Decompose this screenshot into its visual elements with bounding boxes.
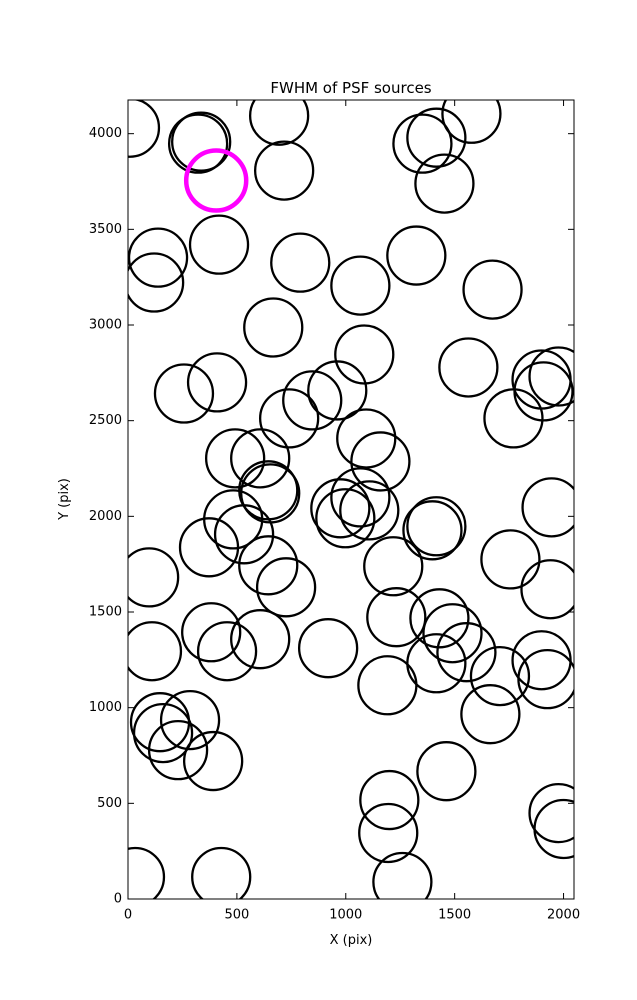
- y-tick-label: 1000: [89, 700, 122, 715]
- source-circle: [128, 227, 189, 288]
- x-tick-label: 2000: [547, 908, 580, 923]
- source-circle: [406, 496, 467, 557]
- source-circle: [181, 602, 242, 663]
- source-circle: [513, 361, 574, 422]
- source-circle: [517, 649, 574, 710]
- y-tick-label: 1500: [89, 605, 122, 620]
- source-circle: [297, 618, 359, 679]
- source-circle: [528, 782, 574, 844]
- source-circle: [253, 140, 315, 201]
- y-tick-label: 4000: [89, 126, 122, 141]
- x-axis-label: X (pix): [330, 933, 373, 948]
- source-circle: [414, 153, 475, 214]
- source-circle: [339, 480, 400, 541]
- source-circle: [238, 535, 299, 596]
- source-circle: [441, 100, 502, 144]
- source-circle: [132, 702, 194, 764]
- source-circle: [350, 431, 411, 492]
- source-circle: [406, 107, 467, 168]
- source-circle: [480, 529, 541, 590]
- source-circle: [128, 252, 185, 313]
- source-circle: [191, 846, 252, 899]
- source-circle: [230, 428, 291, 489]
- source-circle: [416, 741, 477, 802]
- source-circle: [436, 622, 497, 683]
- source-circle: [392, 113, 453, 174]
- source-circle: [460, 684, 521, 745]
- source-circle: [520, 559, 574, 620]
- x-tick-label: 0: [124, 908, 132, 923]
- source-circle: [213, 504, 275, 565]
- plot-frame: [127, 99, 575, 900]
- source-circle: [147, 719, 209, 781]
- source-circle: [128, 846, 166, 899]
- y-tick-label: 3500: [89, 222, 122, 237]
- source-circle: [402, 500, 463, 561]
- source-circle: [186, 352, 248, 413]
- source-circle: [128, 100, 161, 158]
- source-circle: [310, 478, 371, 539]
- source-circle: [528, 346, 574, 407]
- chart-title: FWHM of PSF sources: [270, 79, 431, 97]
- y-tick-label: 2500: [89, 413, 122, 428]
- y-tick-label: 0: [114, 892, 122, 907]
- source-circle: [357, 655, 418, 716]
- source-circle: [204, 428, 266, 489]
- source-circle: [386, 225, 447, 286]
- source-circle: [248, 100, 310, 146]
- source-circle: [171, 111, 232, 172]
- source-circle: [334, 324, 395, 385]
- source-circle: [159, 689, 221, 751]
- source-circle: [422, 603, 483, 664]
- source-circle: [533, 798, 574, 860]
- source-circle: [315, 488, 376, 549]
- x-tick-label: 1500: [438, 908, 471, 923]
- source-circle: [255, 557, 317, 618]
- source-circle: [128, 621, 183, 682]
- source-circle: [188, 214, 250, 275]
- source-circle: [366, 587, 427, 648]
- source-circle: [128, 547, 180, 608]
- source-circle: [336, 408, 397, 469]
- source-circle: [438, 337, 499, 398]
- source-circle: [358, 802, 419, 864]
- source-circle: [359, 769, 420, 831]
- x-tick-label: 1000: [329, 908, 362, 923]
- source-circle: [521, 477, 574, 538]
- source-circle: [259, 388, 320, 449]
- source-circle: [230, 609, 291, 670]
- source-circle: [330, 255, 391, 316]
- source-circle: [330, 467, 391, 528]
- y-tick-label: 2000: [89, 509, 122, 524]
- source-circle: [243, 297, 304, 358]
- x-tick-label: 500: [224, 908, 249, 923]
- source-circle: [153, 363, 215, 424]
- source-circle: [183, 148, 249, 213]
- plot-area: [128, 100, 574, 899]
- source-circle: [167, 113, 229, 174]
- source-circle: [307, 360, 368, 421]
- source-circle: [178, 517, 240, 578]
- source-circle: [462, 259, 523, 320]
- source-circle: [409, 588, 470, 649]
- source-circle: [282, 370, 343, 431]
- source-circle: [196, 621, 258, 682]
- source-circle: [372, 851, 433, 899]
- source-circle: [469, 645, 531, 707]
- y-tick-label: 500: [97, 796, 122, 811]
- y-axis-label: Y (pix): [57, 478, 72, 521]
- source-circle: [270, 232, 331, 293]
- source-circle: [182, 730, 244, 792]
- y-tick-label: 3000: [89, 318, 122, 333]
- source-circle: [363, 536, 424, 597]
